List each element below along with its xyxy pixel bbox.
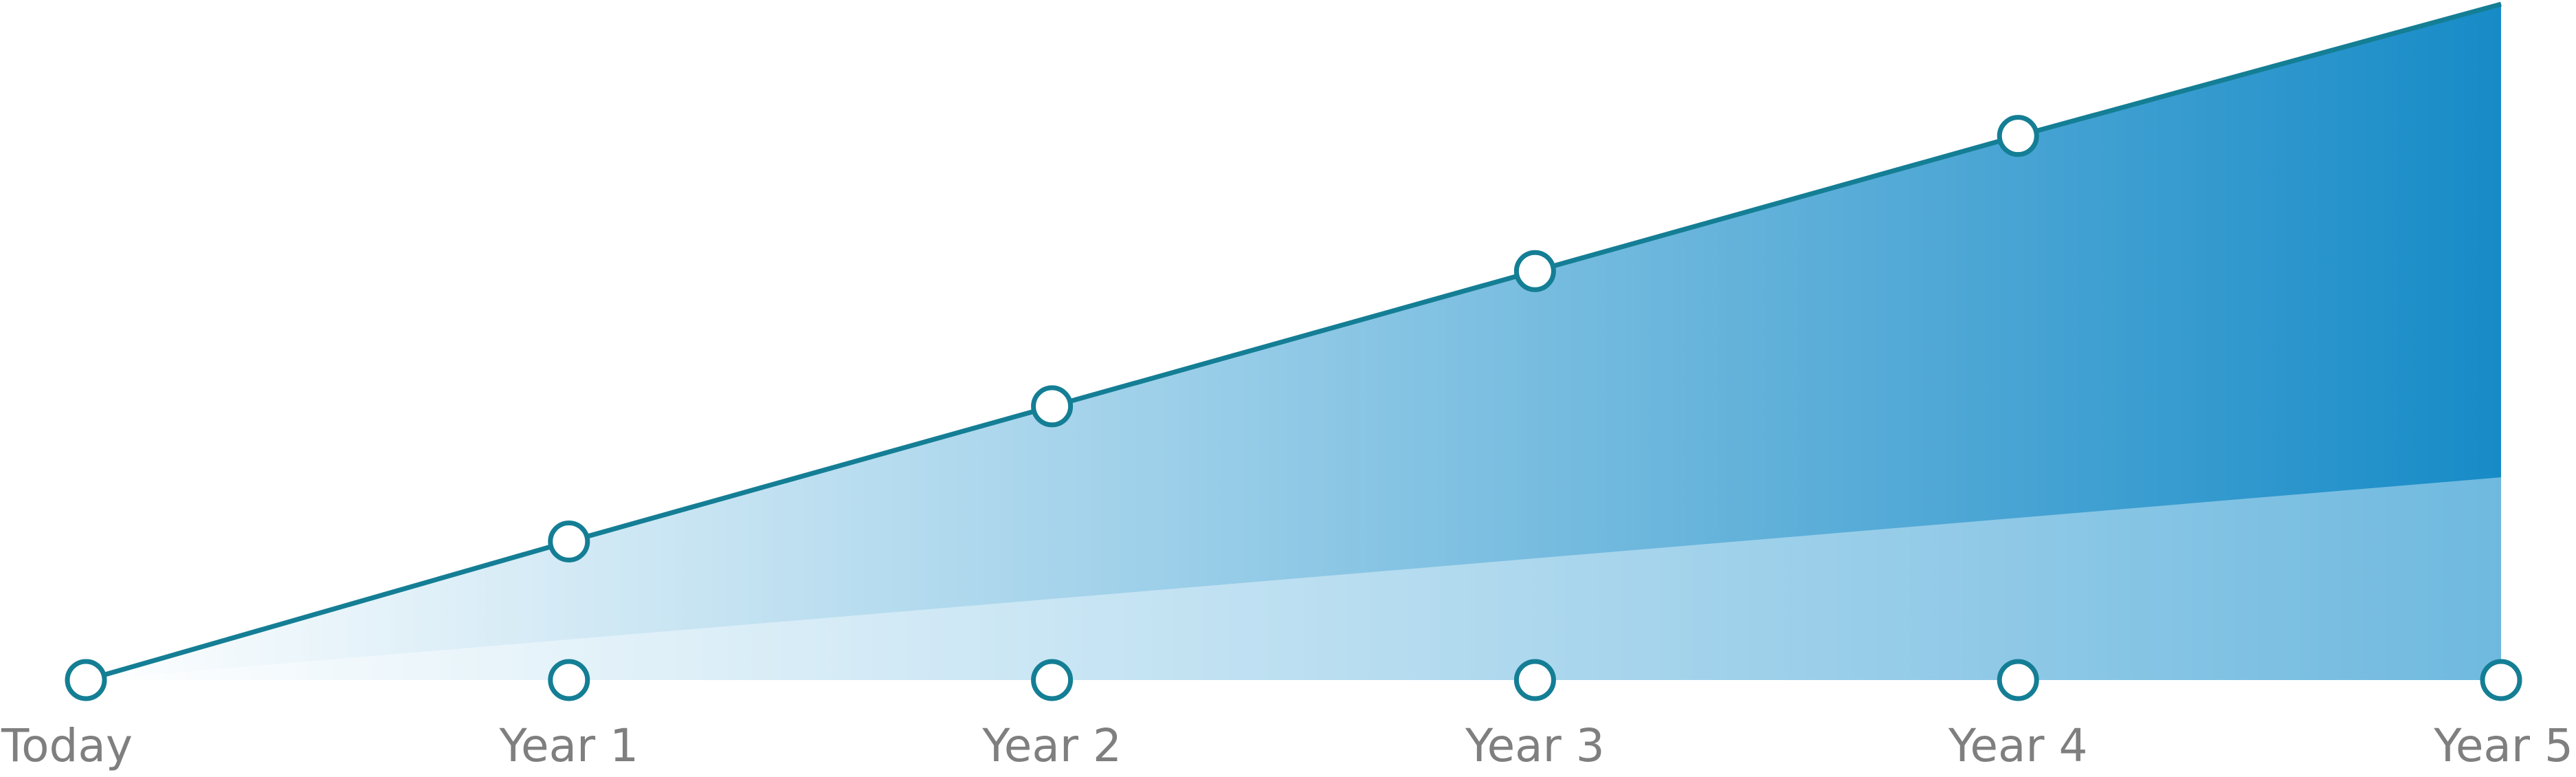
x-tick-label-1: Year 1: [498, 719, 639, 772]
series-main-point-0: [65, 659, 107, 701]
marker-layer: [65, 115, 2522, 701]
baseline-point-3: [1513, 659, 1556, 701]
area-layer: [86, 4, 2501, 680]
series-main-line: [85, 1, 2502, 683]
x-tick-label-5: Year 5: [2433, 719, 2573, 772]
area-series-main: [86, 4, 2501, 680]
baseline-point-1: [548, 659, 590, 701]
x-tick-label-3: Year 3: [1465, 719, 1605, 772]
series-main-point-4: [1997, 115, 2039, 157]
baseline-point-4: [1997, 659, 2039, 701]
x-tick-label-0: Today: [1, 719, 133, 772]
series-main-point-1: [548, 520, 590, 562]
baseline-point-5: [2480, 659, 2522, 701]
series-main-point-3: [1513, 250, 1556, 292]
x-tick-label-4: Year 4: [1948, 719, 2088, 772]
area-series-lower: [86, 477, 2501, 680]
x-axis-tick-labels: Today Year 1 Year 2 Year 3 Year 4 Year 5: [1, 719, 2573, 772]
line-layer: [85, 1, 2502, 683]
baseline-point-2: [1031, 659, 1074, 701]
x-tick-label-2: Year 2: [981, 719, 1122, 772]
series-main-point-2: [1031, 385, 1074, 428]
